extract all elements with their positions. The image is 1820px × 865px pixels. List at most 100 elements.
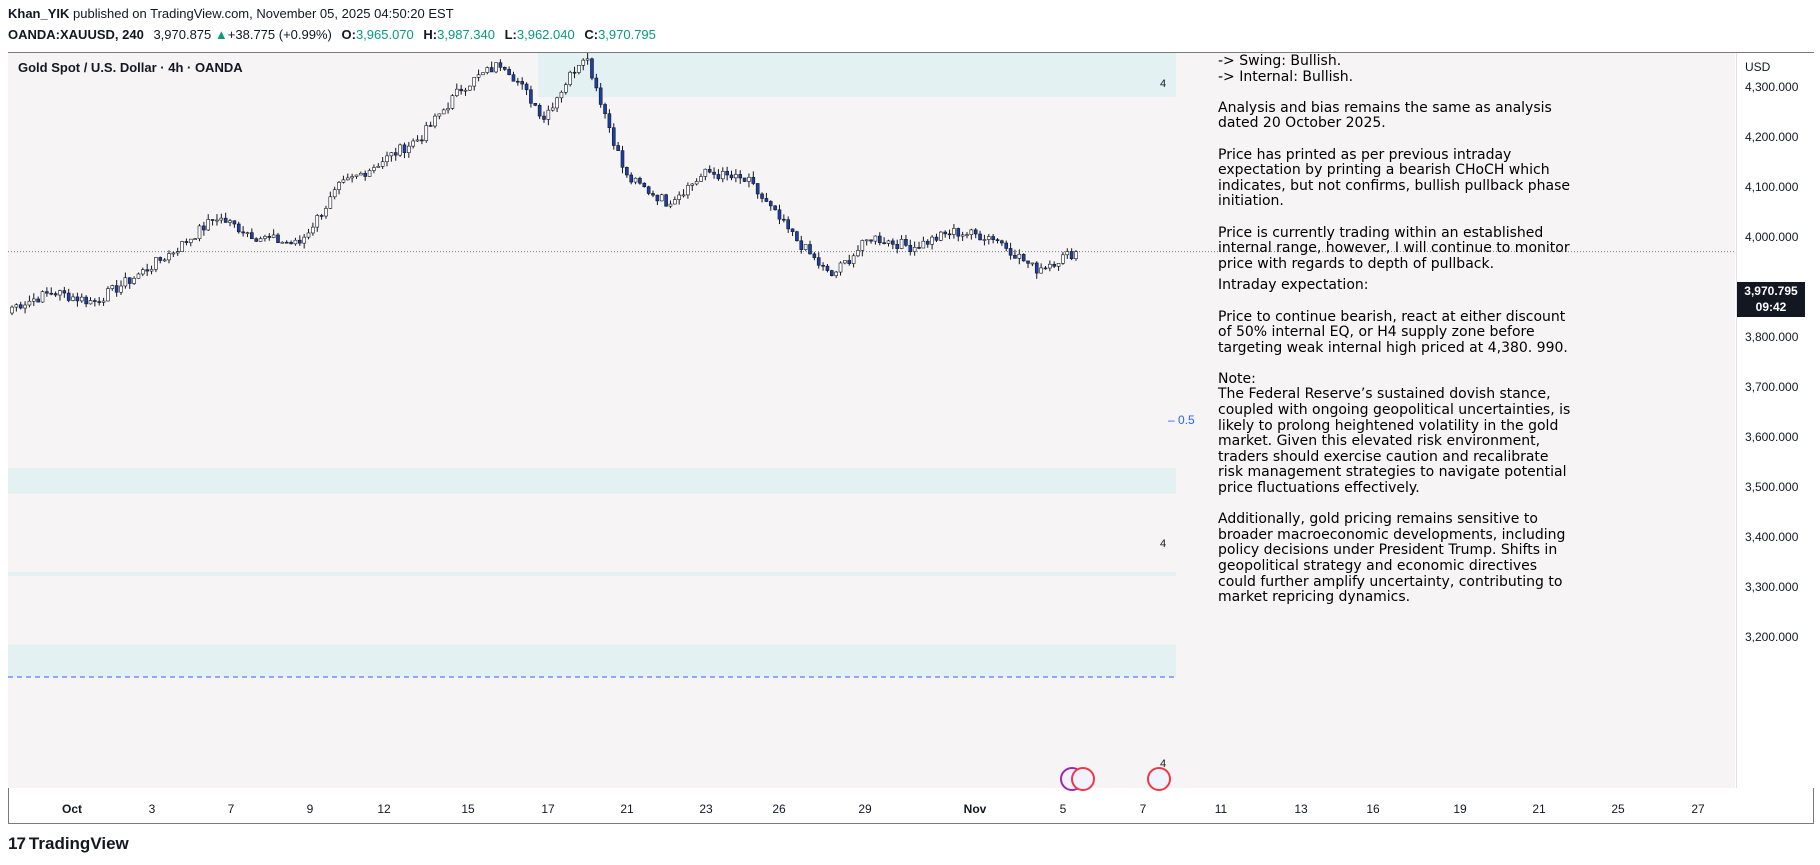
us-flag-icon[interactable] <box>1071 767 1095 791</box>
candle-body <box>908 244 913 252</box>
candle-body <box>834 271 838 276</box>
candle-body <box>577 64 581 73</box>
candle-body <box>389 152 394 157</box>
candle-body <box>337 182 341 190</box>
candle-body <box>734 174 738 179</box>
candle-body <box>119 285 123 293</box>
time-tick-label: 27 <box>1691 802 1705 816</box>
candle-body <box>193 238 197 240</box>
zone-0 <box>538 53 1176 97</box>
candle-body <box>167 253 171 261</box>
candle-body <box>516 80 520 83</box>
candle-body <box>768 201 773 207</box>
candle-body <box>62 290 67 294</box>
supply-zone-label: 4 <box>1160 78 1167 90</box>
us-flag-icon-2[interactable] <box>1147 767 1171 791</box>
candle-body <box>677 194 681 200</box>
candle-body <box>611 127 616 146</box>
candle-body <box>84 296 88 305</box>
candle-body <box>707 168 712 173</box>
price-axis[interactable] <box>1736 53 1814 788</box>
candle-body <box>367 170 372 177</box>
candle-body <box>315 215 320 228</box>
candle-body <box>280 241 285 244</box>
candle-body <box>808 244 812 255</box>
candle-body <box>520 81 524 85</box>
candle-body <box>385 155 389 163</box>
candle-body <box>1013 254 1017 259</box>
candle-body <box>1021 254 1026 262</box>
time-tick-label: 7 <box>1139 802 1147 816</box>
price-tick-label: 4,200.000 <box>1745 130 1799 144</box>
candle-body <box>363 172 368 177</box>
candle-body <box>66 292 71 301</box>
tradingview-footer[interactable]: 17 TradingView <box>8 834 129 854</box>
candle-body <box>411 140 415 147</box>
candle-body <box>71 296 75 301</box>
candle-body <box>324 208 328 217</box>
candle-body <box>132 277 136 284</box>
price-tick-label: 3,700.000 <box>1745 380 1799 394</box>
time-tick-label: 16 <box>1366 802 1380 816</box>
candle-body <box>219 217 224 221</box>
intraday-heading: Intraday expectation: <box>1218 277 1369 294</box>
time-tick-label: 7 <box>227 802 235 816</box>
candle-body <box>581 59 586 66</box>
candle-body <box>729 174 734 179</box>
candle-body <box>973 229 978 235</box>
candle-body <box>720 170 725 180</box>
time-tick-label: 13 <box>1294 802 1308 816</box>
time-tick-label: Oct <box>61 802 83 816</box>
candle-body <box>202 225 206 231</box>
candle-body <box>215 219 219 222</box>
candle-body <box>899 239 904 249</box>
candle-body <box>790 228 795 232</box>
price-tick-label: 4,100.000 <box>1745 180 1799 194</box>
time-tick-label: 19 <box>1453 802 1467 816</box>
candle-body <box>559 91 564 99</box>
time-tick-label: 21 <box>620 802 634 816</box>
candle-body <box>542 115 546 120</box>
candle-body <box>886 240 891 244</box>
candlestick-chart[interactable] <box>8 53 1735 788</box>
candle-body <box>659 194 664 202</box>
candle-body <box>398 144 402 156</box>
candle-body <box>838 262 843 273</box>
candle-body <box>847 260 852 264</box>
candle-body <box>232 220 237 225</box>
zone-2 <box>8 644 1176 677</box>
author-name[interactable]: Khan_YIK <box>8 6 70 21</box>
candle-body <box>180 241 184 253</box>
candle-body <box>673 199 677 205</box>
candle-body <box>651 193 655 196</box>
candle-body <box>904 239 908 246</box>
open-value: 3,965.070 <box>355 27 414 42</box>
candle-body <box>380 161 385 167</box>
candle-body <box>860 240 865 251</box>
symbol-ohlc-bar: OANDA:XAUUSD, 240 3,970.875 ▲+38.775 (+0… <box>8 27 656 42</box>
price-tick-label: 3,400.000 <box>1745 530 1799 544</box>
candle-body <box>258 238 263 242</box>
candle-body <box>263 236 267 239</box>
candle-body <box>917 247 921 249</box>
candle-body <box>236 223 241 233</box>
candle-body <box>472 77 477 87</box>
chart-plot-area[interactable] <box>8 53 1735 788</box>
candle-body <box>141 269 145 275</box>
candle-body <box>585 58 590 61</box>
analysis-paragraph: Analysis and bias remains the same as an… <box>1218 99 1552 132</box>
high-label: H: <box>423 27 438 42</box>
candle-body <box>350 176 354 179</box>
time-tick-label: 9 <box>306 802 314 816</box>
thin-zone <box>8 572 1176 576</box>
candle-body <box>254 238 258 242</box>
candle-body <box>690 183 695 186</box>
candle-body <box>162 259 167 262</box>
internal-bias: -> Internal: Bullish. <box>1218 68 1354 85</box>
candle-body <box>633 177 638 183</box>
candle-body <box>986 236 991 240</box>
currency-label[interactable]: USD <box>1745 60 1771 74</box>
time-tick-label: 5 <box>1059 802 1067 816</box>
candle-body <box>925 240 930 245</box>
eq-level-label: – 0.5 <box>1168 413 1195 427</box>
